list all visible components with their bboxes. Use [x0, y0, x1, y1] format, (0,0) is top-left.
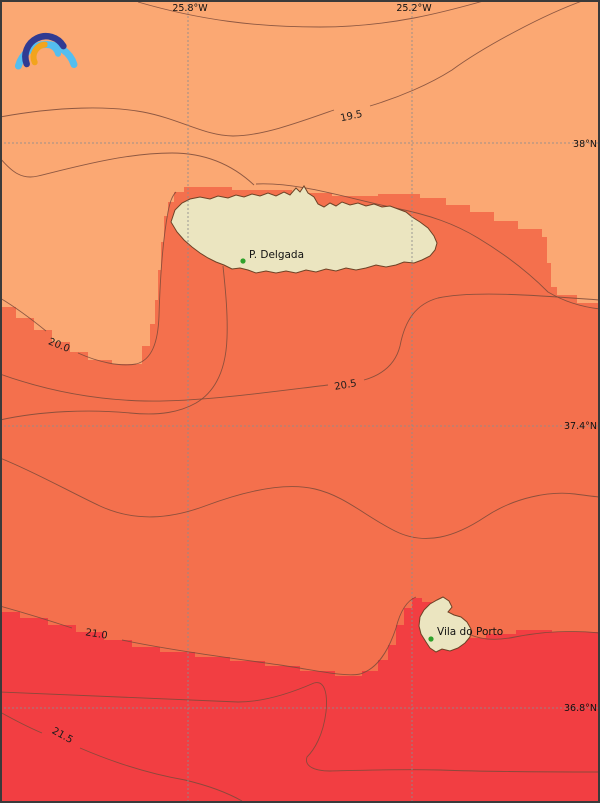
contour-line-20-0-pocket	[255, 183, 600, 310]
contour-line-mid-2	[0, 457, 600, 539]
contour-line-20-0-east	[77, 191, 177, 366]
contour-line-20-5-west	[0, 373, 329, 402]
contour-label-21-0: 21.0	[85, 627, 109, 641]
contour-label-20-5: 20.5	[334, 378, 358, 393]
contour-line-21-0-mid	[121, 596, 417, 676]
contour-line-21-5-loop	[0, 682, 600, 773]
label-meridian-25-8w: 25.8°W	[172, 3, 208, 14]
logo-inner-right-arc-icon	[47, 42, 62, 57]
logo-middle-arc-icon	[22, 32, 67, 68]
logo-inner-left-arc-icon	[30, 41, 48, 66]
contour-line-21-5-east	[79, 747, 243, 802]
place-dot-p-delgada	[240, 258, 246, 264]
rainbow-logo	[14, 32, 78, 70]
contour-line-19-0	[137, 0, 488, 28]
contour-line-19-5-west	[0, 107, 335, 137]
place-label-vila-do-porto: Vila do Porto	[437, 626, 503, 638]
contour-line-20-0-west	[0, 297, 47, 332]
contour-line-21-0-west	[0, 605, 73, 629]
contour-line-west-arch	[0, 152, 255, 186]
label-parallel-37-4n: 37.4°N	[564, 421, 597, 432]
contour-line-20-5-east	[363, 293, 600, 381]
label-meridian-25-2w: 25.2°W	[396, 3, 432, 14]
contour-label-19-5: 19.5	[339, 109, 363, 124]
contour-line-21-5-west	[0, 711, 43, 734]
island-sao-miguel	[170, 185, 438, 274]
place-dot-vila-do-porto	[428, 636, 434, 642]
place-label-p-delgada: P. Delgada	[249, 249, 304, 261]
contour-line-19-5-east	[369, 0, 586, 107]
label-parallel-36-8n: 36.8°N	[564, 703, 597, 714]
label-parallel-38n: 38°N	[573, 139, 597, 150]
contour-line-mid-1	[0, 265, 228, 421]
